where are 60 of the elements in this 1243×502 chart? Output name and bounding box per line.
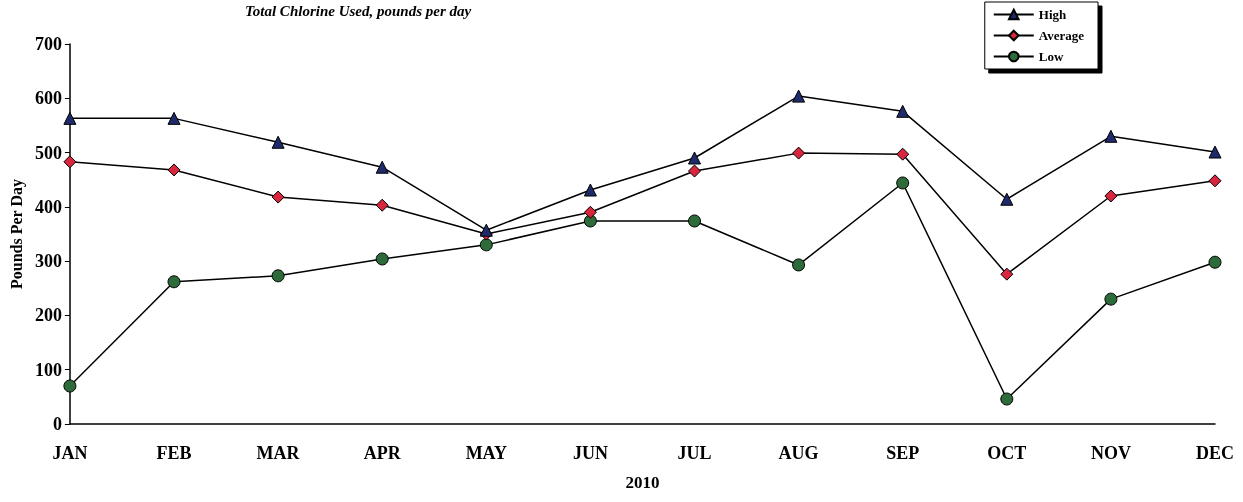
y-tick-label: 400: [34, 196, 62, 217]
point: [896, 147, 910, 161]
point: [896, 104, 910, 118]
x-tick-label: MAR: [256, 443, 301, 463]
point: [1208, 255, 1222, 269]
point: [583, 183, 597, 197]
x-tick-label: JUN: [572, 443, 608, 463]
point: [792, 146, 806, 160]
x-axis-title: 2010: [625, 473, 660, 492]
point: [688, 164, 701, 178]
point: [1000, 392, 1014, 406]
point: [167, 275, 181, 289]
x-tick-label: JUL: [677, 443, 712, 463]
point: [688, 151, 701, 165]
point: [63, 379, 77, 393]
x-tick-label: FEB: [156, 443, 192, 463]
point: [896, 176, 910, 190]
point: [63, 111, 77, 125]
point: [271, 190, 285, 204]
point: [375, 198, 389, 212]
point: [1000, 267, 1014, 281]
point: [1104, 189, 1118, 203]
x-tick-label: DEC: [1195, 443, 1235, 463]
point: [1208, 174, 1222, 188]
point: [167, 163, 181, 177]
point: [271, 269, 285, 283]
point: [479, 223, 493, 237]
y-tick-label: 500: [34, 142, 62, 163]
x-tick-label: OCT: [987, 443, 1027, 463]
y-tick-label: 700: [34, 34, 62, 54]
chart-title: Total Chlorine Used, pounds per day: [245, 2, 472, 19]
x-tick-label: AUG: [778, 443, 819, 463]
y-axis-title: Pounds Per Day: [7, 179, 26, 289]
y-tick-label: 0: [52, 414, 62, 434]
y-tick-label: 200: [34, 305, 62, 326]
point: [792, 258, 806, 272]
point: [1104, 129, 1118, 143]
point: [375, 160, 389, 174]
point: [1104, 292, 1118, 306]
point: [63, 155, 77, 169]
point: [479, 238, 493, 252]
x-tick-label: APR: [363, 443, 402, 463]
point: [1208, 145, 1222, 159]
x-tick-label: MAY: [465, 443, 507, 463]
y-tick-label: 600: [34, 88, 62, 109]
point: [375, 252, 389, 266]
point: [792, 89, 806, 103]
point: [688, 214, 701, 228]
point: [583, 205, 597, 219]
legend-label: Low: [1038, 49, 1064, 64]
point: [271, 135, 285, 149]
point: [1000, 192, 1014, 206]
y-tick-label: 300: [34, 251, 62, 272]
x-tick-label: JAN: [52, 443, 88, 463]
point: [167, 111, 181, 125]
legend-label: High: [1038, 7, 1067, 22]
legend-label: Average: [1038, 28, 1085, 43]
x-tick-label: NOV: [1090, 443, 1131, 463]
y-tick-label: 100: [34, 359, 62, 380]
x-tick-label: SEP: [886, 443, 920, 463]
